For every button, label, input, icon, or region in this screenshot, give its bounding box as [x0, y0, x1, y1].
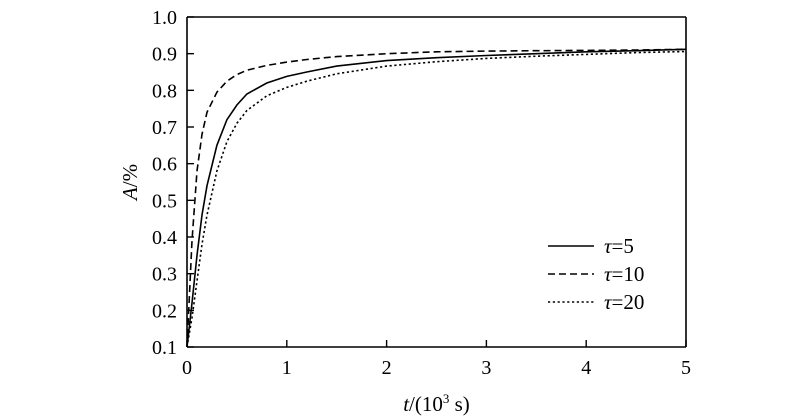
x-axis-title: t/(103 s): [403, 391, 470, 416]
y-axis-title-rest: /%: [118, 164, 142, 187]
x-tick-label: 2: [382, 357, 392, 379]
x-tick-label: 1: [282, 357, 292, 379]
axes: [186, 16, 687, 348]
y-tick-label: 0.1: [152, 337, 177, 359]
y-ticks: 0.1 0.2 0.3 0.4 0.5 0.6 0.7 0.8 0.9 1.0: [152, 7, 194, 359]
series-line-1: [186, 48, 687, 348]
legend-label-2: τ=10: [604, 262, 644, 286]
x-axis-title-unit: s): [449, 392, 469, 416]
x-axis-title-rest: /(10: [409, 392, 443, 416]
y-tick-label: 0.8: [152, 80, 177, 102]
x-axis-title-var: t: [403, 392, 410, 416]
x-tick-label: 0: [182, 357, 192, 379]
legend: τ=5 τ=10 τ=20: [548, 234, 644, 314]
x-axis-title-exponent: 3: [443, 391, 450, 406]
series-line-2: [186, 48, 687, 348]
series-group: [186, 48, 687, 348]
x-ticks: 0 1 2 3 4 5: [182, 340, 691, 379]
y-tick-label: 0.7: [152, 117, 177, 139]
y-tick-label: 0.9: [152, 44, 177, 66]
y-tick-label: 0.2: [152, 300, 177, 322]
legend-label-3: τ=20: [604, 290, 644, 314]
x-tick-label: 5: [681, 357, 691, 379]
y-axis-title: A/%: [118, 164, 142, 202]
y-tick-label: 0.5: [152, 190, 177, 212]
y-tick-label: 0.3: [152, 264, 177, 286]
legend-label-1: τ=5: [604, 234, 634, 258]
y-axis-title-var: A: [118, 187, 142, 202]
y-tick-label: 0.6: [152, 154, 177, 176]
x-tick-label: 3: [481, 357, 491, 379]
y-tick-label: 0.4: [152, 227, 177, 249]
y-tick-label: 1.0: [152, 7, 177, 29]
x-tick-label: 4: [581, 357, 591, 379]
